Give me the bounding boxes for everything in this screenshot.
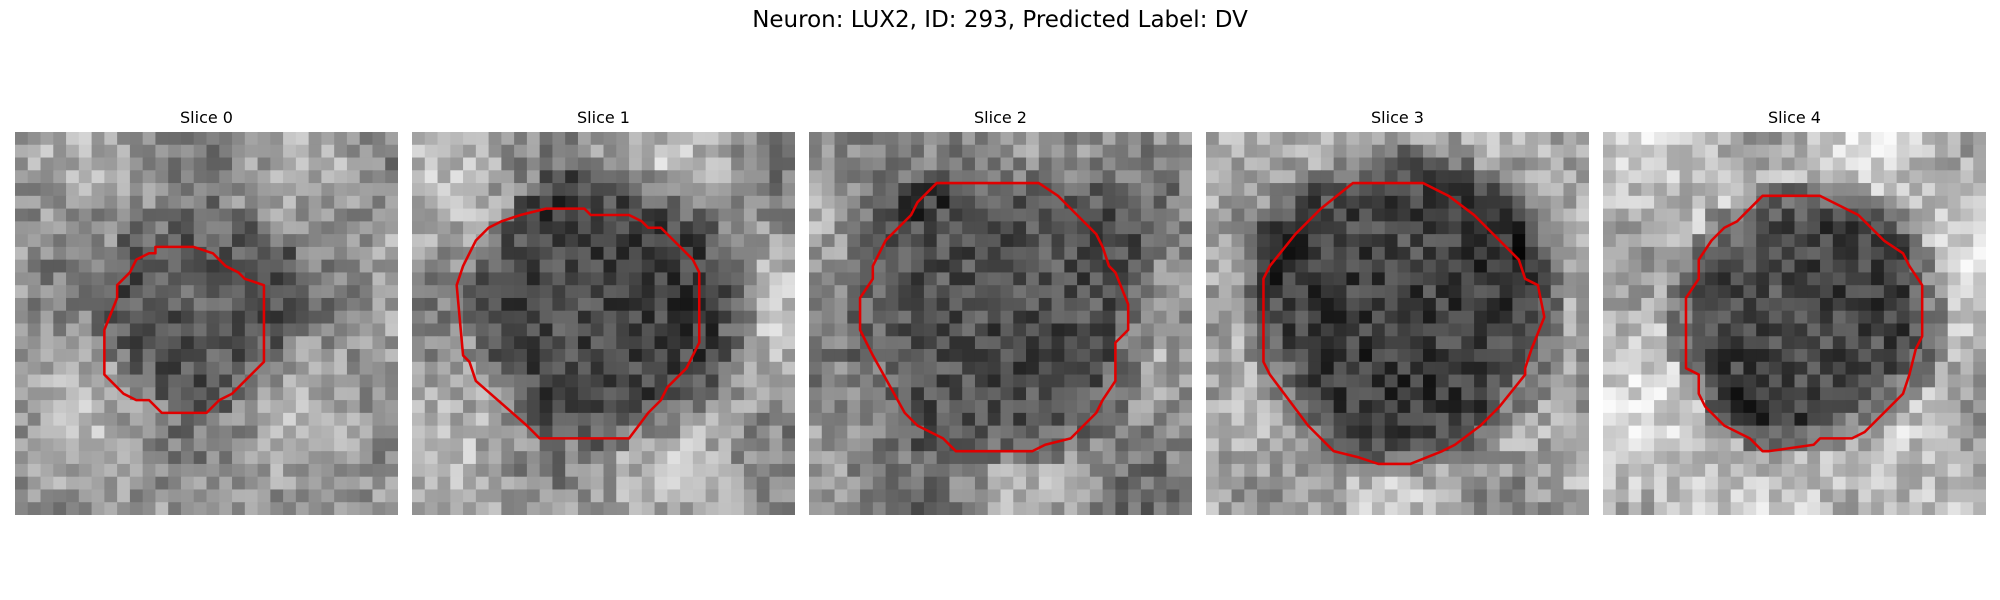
slice-svg-2 <box>809 132 1192 515</box>
figure-title: Neuron: LUX2, ID: 293, Predicted Label: … <box>752 7 1248 33</box>
pixel-grid <box>15 132 398 515</box>
slice-panel-0: Slice 0 <box>15 108 398 515</box>
slice-title-3: Slice 3 <box>1371 108 1424 127</box>
slice-svg-0 <box>15 132 398 515</box>
slice-title-2: Slice 2 <box>974 108 1027 127</box>
slice-panel-1: Slice 1 <box>412 108 795 515</box>
slice-image-0 <box>15 132 398 515</box>
slice-title-1: Slice 1 <box>577 108 630 127</box>
slice-panel-2: Slice 2 <box>809 108 1192 515</box>
slice-panel-4: Slice 4 <box>1603 108 1986 515</box>
slice-image-2 <box>809 132 1192 515</box>
slice-image-1 <box>412 132 795 515</box>
slice-image-4 <box>1603 132 1986 515</box>
slice-panel-3: Slice 3 <box>1206 108 1589 515</box>
slice-svg-3 <box>1206 132 1589 515</box>
pixel-grid <box>1603 132 1986 515</box>
slice-svg-4 <box>1603 132 1986 515</box>
cell-contour-outline <box>103 245 266 415</box>
cell-contour-outline <box>455 207 701 440</box>
cell-contour-outline <box>858 181 1130 453</box>
slice-image-3 <box>1206 132 1589 515</box>
slice-svg-1 <box>412 132 795 515</box>
pixel-grid <box>809 132 1192 515</box>
cell-contour-outline <box>1684 194 1924 453</box>
slice-title-0: Slice 0 <box>180 108 233 127</box>
pixel-grid <box>1206 132 1589 515</box>
slice-title-4: Slice 4 <box>1768 108 1821 127</box>
pixel-grid <box>412 132 795 515</box>
cell-contour-outline <box>1262 181 1546 466</box>
